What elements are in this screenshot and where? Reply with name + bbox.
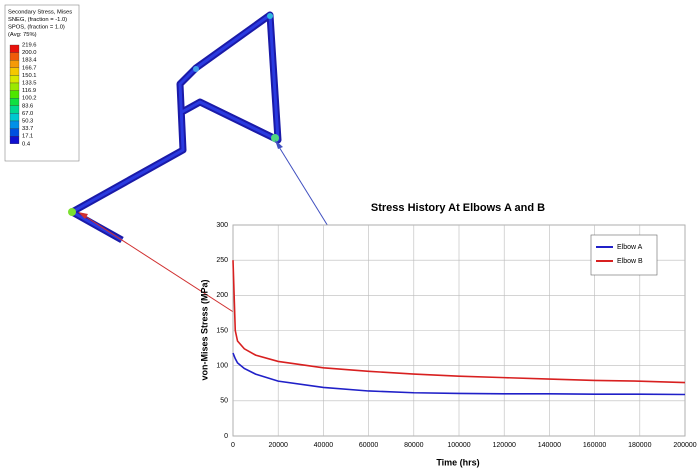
y-tick-label: 200 bbox=[216, 292, 228, 299]
level-label: 166.7 bbox=[22, 65, 37, 71]
legend-title-line: SPOS, (fraction = 1.0) bbox=[8, 25, 65, 31]
x-axis-label: Time (hrs) bbox=[436, 457, 479, 467]
color-band bbox=[10, 68, 19, 76]
legend-label: Elbow B bbox=[617, 258, 643, 265]
legend-label: Elbow A bbox=[617, 244, 643, 251]
y-tick-label: 100 bbox=[216, 363, 228, 370]
legend-title-line: Secondary Stress, Mises bbox=[8, 10, 72, 16]
x-tick-label: 140000 bbox=[538, 442, 561, 449]
color-band bbox=[10, 106, 19, 114]
color-band bbox=[10, 83, 19, 91]
screenshot: Secondary Stress, MisesSNEG, (fraction =… bbox=[0, 0, 699, 471]
y-axis-label: von-Mises Stress (MPa) bbox=[199, 279, 209, 380]
color-band bbox=[10, 45, 19, 53]
level-label: 33.7 bbox=[22, 126, 33, 132]
x-tick-label: 80000 bbox=[404, 442, 424, 449]
y-tick-label: 250 bbox=[216, 257, 228, 264]
level-label: 183.4 bbox=[22, 58, 37, 64]
level-label: 150.1 bbox=[22, 73, 37, 79]
level-label: 219.6 bbox=[22, 43, 37, 49]
y-tick-label: 50 bbox=[220, 398, 228, 405]
legend-title-line: SNEG, (fraction = -1.0) bbox=[8, 17, 67, 23]
level-label: 50.3 bbox=[22, 119, 33, 125]
x-tick-label: 180000 bbox=[628, 442, 651, 449]
legend-box bbox=[591, 235, 657, 275]
color-band bbox=[10, 121, 19, 129]
x-tick-label: 0 bbox=[231, 442, 235, 449]
x-tick-label: 100000 bbox=[447, 442, 470, 449]
x-tick-label: 160000 bbox=[583, 442, 606, 449]
x-tick-label: 20000 bbox=[268, 442, 288, 449]
pipe-model bbox=[68, 13, 279, 240]
color-band bbox=[10, 53, 19, 61]
color-band bbox=[10, 136, 19, 144]
x-tick-label: 120000 bbox=[493, 442, 516, 449]
level-label: 200.0 bbox=[22, 50, 37, 56]
color-band bbox=[10, 60, 19, 68]
chart: Stress History At Elbows A and B Time (h… bbox=[199, 202, 696, 467]
level-label: 0.4 bbox=[22, 141, 31, 147]
level-label: 83.6 bbox=[22, 103, 33, 109]
y-tick-label: 150 bbox=[216, 327, 228, 334]
x-tick-label: 200000 bbox=[673, 442, 696, 449]
x-tick-label: 40000 bbox=[314, 442, 334, 449]
level-label: 17.1 bbox=[22, 134, 33, 140]
level-label: 133.5 bbox=[22, 81, 37, 87]
color-band bbox=[10, 98, 19, 106]
legend-title-line: (Avg: 75%) bbox=[8, 32, 37, 38]
level-label: 116.9 bbox=[22, 88, 36, 94]
chart-title: Stress History At Elbows A and B bbox=[371, 202, 545, 214]
color-band bbox=[10, 113, 19, 121]
x-tick-label: 60000 bbox=[359, 442, 379, 449]
level-label: 67.0 bbox=[22, 111, 33, 117]
y-tick-label: 0 bbox=[224, 433, 228, 440]
color-band bbox=[10, 129, 19, 137]
y-tick-label: 300 bbox=[216, 222, 228, 229]
color-band bbox=[10, 91, 19, 99]
level-label: 100.2 bbox=[22, 96, 37, 102]
color-band bbox=[10, 75, 19, 83]
